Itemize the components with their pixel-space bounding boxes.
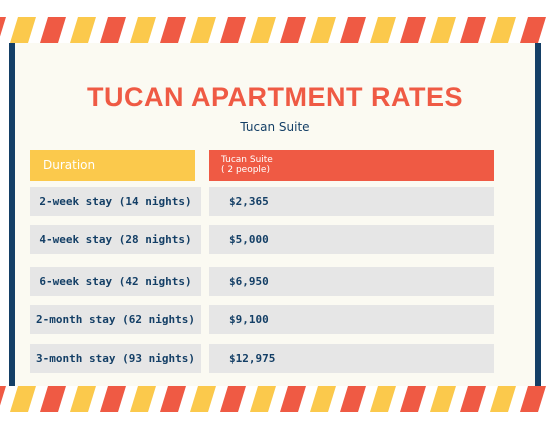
price-cell: $6,950 (209, 267, 494, 296)
price-cell: $2,365 (209, 187, 494, 216)
border-stripe (310, 386, 336, 412)
price-cell: $9,100 (209, 305, 494, 334)
border-stripe (490, 386, 516, 412)
duration-cell: 2-month stay (62 nights) (30, 305, 201, 334)
border-stripe (190, 386, 216, 412)
duration-cell: 3-month stay (93 nights) (30, 344, 201, 373)
border-stripe (10, 17, 36, 43)
border-stripe (250, 17, 276, 43)
border-stripe (250, 386, 276, 412)
border-stripe (490, 17, 516, 43)
top-stripe-border (0, 17, 550, 43)
border-stripe (130, 17, 156, 43)
border-stripe (280, 386, 306, 412)
border-stripe (370, 386, 396, 412)
border-stripe (190, 17, 216, 43)
border-stripe (400, 17, 426, 43)
border-stripe (100, 386, 126, 412)
border-stripe (460, 17, 486, 43)
border-stripe (10, 386, 36, 412)
duration-cell: 2-week stay (14 nights) (30, 187, 201, 216)
duration-cell: 4-week stay (28 nights) (30, 225, 201, 254)
border-stripe (70, 386, 96, 412)
border-stripe (460, 386, 486, 412)
border-stripe (130, 386, 156, 412)
border-stripe (160, 386, 186, 412)
border-stripe (0, 17, 6, 37)
border-stripe (430, 17, 456, 43)
border-stripe (160, 17, 186, 43)
border-stripe (400, 386, 426, 412)
duration-cell: 6-week stay (42 nights) (30, 267, 201, 296)
border-stripe (220, 17, 246, 43)
border-stripe (220, 386, 246, 412)
page-subtitle: Tucan Suite (240, 120, 310, 134)
suite-header-capacity: ( 2 people) (221, 165, 270, 175)
duration-column-header: Duration (30, 150, 195, 181)
border-stripe (70, 17, 96, 43)
border-stripe (100, 17, 126, 43)
bottom-stripe-border (0, 386, 550, 412)
border-stripe (430, 386, 456, 412)
page-title: TUCAN APARTMENT RATES (87, 82, 463, 112)
border-stripe (370, 17, 396, 43)
suite-column-header: Tucan Suite ( 2 people) (209, 150, 494, 181)
suite-header-name: Tucan Suite (221, 155, 273, 165)
border-stripe (520, 386, 546, 412)
border-stripe (520, 17, 546, 43)
border-stripe (0, 386, 6, 406)
border-stripe (310, 17, 336, 43)
price-cell: $5,000 (209, 225, 494, 254)
border-stripe (340, 17, 366, 43)
border-stripe (340, 386, 366, 412)
border-stripe (40, 386, 66, 412)
border-stripe (280, 17, 306, 43)
price-cell: $12,975 (209, 344, 494, 373)
border-stripe (40, 17, 66, 43)
